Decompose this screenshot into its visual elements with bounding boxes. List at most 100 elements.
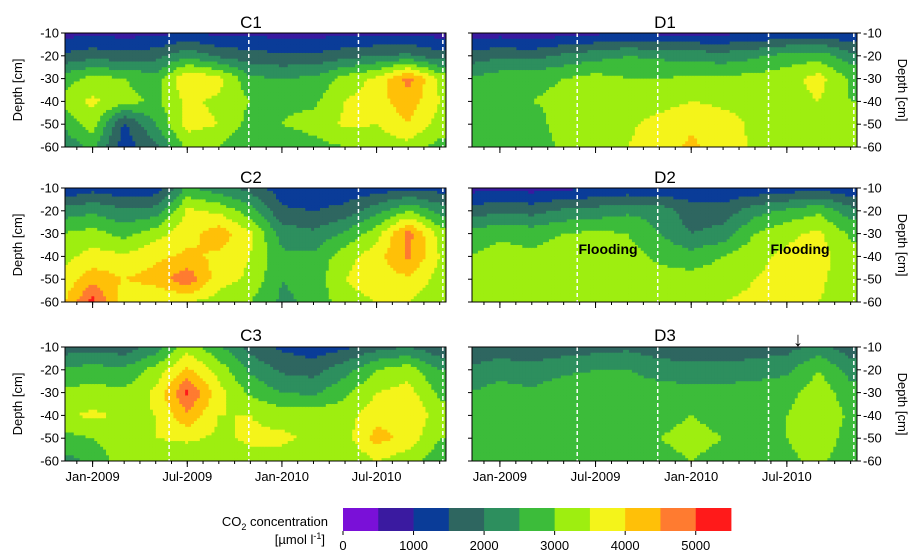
heatmap-cell <box>396 115 400 120</box>
heatmap-cell <box>173 64 177 68</box>
heatmap-cell <box>114 98 119 102</box>
heatmap-cell <box>278 44 283 48</box>
heatmap-cell <box>264 52 268 57</box>
heatmap-cell <box>94 72 98 77</box>
heatmap-cell <box>170 67 175 71</box>
heatmap-cell <box>229 72 233 77</box>
heatmap-cell <box>293 50 298 54</box>
heatmap-cell <box>170 132 175 137</box>
heatmap-cell <box>232 55 236 60</box>
heatmap-cell <box>387 44 391 48</box>
heatmap-cell <box>375 138 380 142</box>
heatmap-cell <box>346 78 350 83</box>
heatmap-cell <box>88 95 92 100</box>
heatmap-cell <box>173 109 177 114</box>
heatmap-cell <box>205 87 210 91</box>
heatmap-cell <box>369 115 374 120</box>
heatmap-cell <box>372 67 377 71</box>
heatmap-cell <box>252 127 257 131</box>
heatmap-cell <box>384 75 388 80</box>
heatmap-cell <box>111 38 116 43</box>
heatmap-cell <box>223 92 227 97</box>
heatmap-cell <box>278 118 283 122</box>
heatmap-cell <box>361 98 365 102</box>
heatmap-cell <box>328 107 333 111</box>
heatmap-cell <box>103 112 107 117</box>
heatmap-cell <box>416 35 421 40</box>
heatmap-cell <box>258 50 262 54</box>
heatmap-cell <box>396 38 400 43</box>
heatmap-cell <box>117 81 122 85</box>
heatmap-cell <box>232 127 236 131</box>
heatmap-cell <box>416 75 421 80</box>
heatmap-cell <box>308 118 312 122</box>
heatmap-cell <box>91 132 95 137</box>
heatmap-cell <box>322 90 327 94</box>
heatmap-cell <box>425 109 430 114</box>
heatmap-cell <box>366 84 371 88</box>
heatmap-cell <box>152 35 157 40</box>
heatmap-cell <box>372 38 377 43</box>
heatmap-cell <box>363 98 368 102</box>
heatmap-cell <box>220 55 224 60</box>
heatmap-cell <box>211 75 216 80</box>
heatmap-cell <box>214 104 218 108</box>
heatmap-cell <box>103 127 107 131</box>
heatmap-cell <box>281 132 286 137</box>
heatmap-cell <box>79 70 84 74</box>
heatmap-cell <box>276 70 280 74</box>
heatmap-cell <box>106 121 110 125</box>
heatmap-cell <box>202 33 207 37</box>
heatmap-cell <box>167 98 172 102</box>
heatmap-cell <box>199 50 204 54</box>
heatmap-cell <box>381 64 386 68</box>
heatmap-cell <box>369 118 374 122</box>
heatmap-cell <box>220 84 224 88</box>
heatmap-cell <box>173 87 177 91</box>
heatmap-cell <box>311 58 315 63</box>
heatmap-cell <box>258 104 262 108</box>
heatmap-cell <box>416 70 421 74</box>
heatmap-cell <box>205 129 210 134</box>
heatmap-cell <box>170 58 175 63</box>
heatmap-cell <box>375 90 380 94</box>
heatmap-cell <box>352 78 356 83</box>
heatmap-cell <box>293 121 298 125</box>
heatmap-cell <box>229 67 233 71</box>
heatmap-cell <box>173 81 177 85</box>
heatmap-cell <box>311 75 315 80</box>
heatmap-cell <box>85 84 90 88</box>
heatmap-cell <box>144 115 148 120</box>
heatmap-cell <box>132 61 136 65</box>
heatmap-cell <box>117 87 122 91</box>
heatmap-cell <box>334 47 339 51</box>
heatmap-cell <box>337 87 342 91</box>
heatmap-cell <box>182 118 186 122</box>
heatmap-cell <box>94 135 98 140</box>
heatmap-cell <box>255 84 260 88</box>
heatmap-cell <box>255 47 260 51</box>
heatmap-cell <box>355 92 359 97</box>
heatmap-cell <box>404 75 409 80</box>
heatmap-cell <box>85 101 90 105</box>
heatmap-cell <box>108 50 113 54</box>
heatmap-cell <box>410 121 415 125</box>
heatmap-cell <box>396 141 400 145</box>
heatmap-cell <box>334 132 339 137</box>
heatmap-cell <box>147 38 151 43</box>
heatmap-cell <box>299 44 303 48</box>
heatmap-cell <box>425 55 430 60</box>
heatmap-cell <box>416 52 421 57</box>
heatmap-cell <box>366 75 371 80</box>
heatmap-cell <box>149 52 154 57</box>
heatmap-cell <box>211 87 216 91</box>
heatmap-cell <box>243 129 248 134</box>
heatmap-cell <box>273 118 277 122</box>
heatmap-cell <box>261 98 265 102</box>
heatmap-cell <box>419 144 424 147</box>
heatmap-cell <box>191 78 195 83</box>
heatmap-cell <box>91 112 95 117</box>
heatmap-cell <box>185 38 189 43</box>
heatmap-cell <box>349 50 353 54</box>
heatmap-cell <box>217 104 221 108</box>
